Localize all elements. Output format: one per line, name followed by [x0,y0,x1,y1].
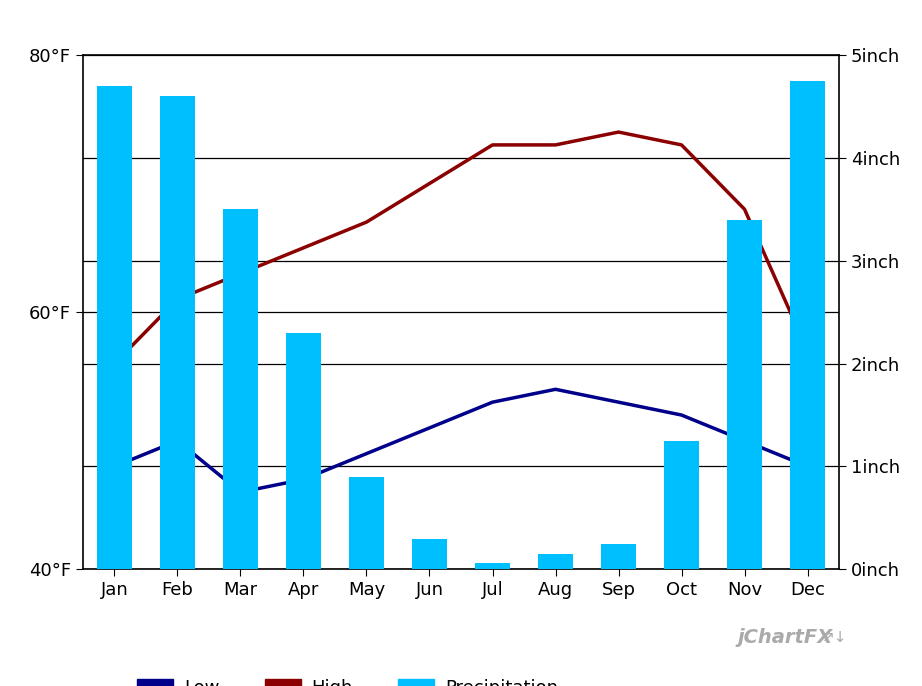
Bar [601,543,636,569]
Bar [475,563,510,569]
Legend: Low, High, Precipitation: Low, High, Precipitation [130,672,565,686]
Bar [349,477,384,569]
Bar [790,80,825,569]
Text: jChartFX: jChartFX [738,628,833,648]
Bar [664,440,699,569]
Bar [538,554,573,569]
Bar [412,539,447,569]
Bar [97,86,132,569]
Bar [727,220,762,569]
Bar [223,209,258,569]
Text: ↗↓: ↗↓ [822,630,847,646]
Bar [160,96,195,569]
Bar [286,333,321,569]
